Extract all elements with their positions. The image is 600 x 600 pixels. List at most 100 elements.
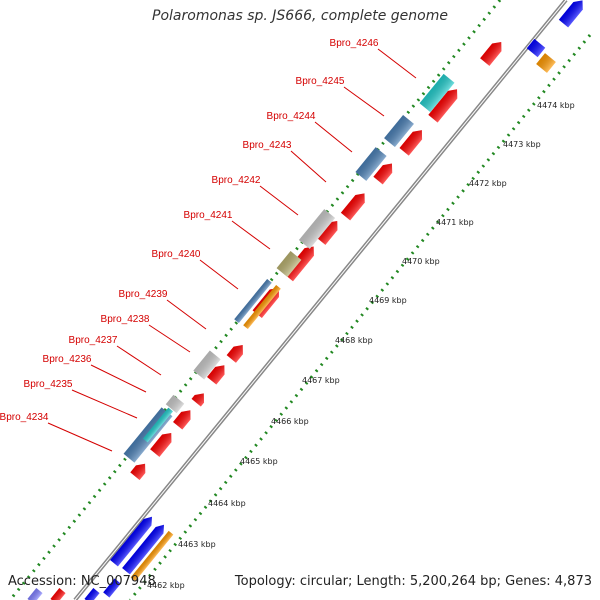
gene-label[interactable]: Bpro_4236 — [43, 354, 92, 365]
scale-tick-label: 4462 kbp — [147, 581, 185, 590]
rna-blue-2 — [122, 524, 164, 575]
gene-leader-line — [71, 389, 138, 419]
gene-blue-3 — [234, 278, 272, 324]
rna-faint-1-shading — [27, 588, 43, 600]
cds-forward-6-shading — [316, 220, 338, 245]
topology-text: Topology: circular; Length: 5,200,264 bp… — [234, 574, 592, 589]
scale-tick-label: 4471 kbp — [436, 218, 474, 227]
rna-blue-3-shading — [103, 578, 121, 598]
gc-dotted-track-outer — [8, 0, 502, 600]
scale-tick-label: 4474 kbp — [537, 101, 575, 110]
cds-forward-5-shading — [340, 193, 365, 221]
gene-label[interactable]: Bpro_4237 — [69, 335, 118, 346]
gene-gray-2 — [193, 350, 221, 380]
gene-leader-line — [290, 150, 327, 183]
cds-forward-4-shading — [373, 163, 393, 185]
gene-blue-1 — [384, 114, 414, 148]
gene-gray-2-shading — [193, 350, 221, 380]
rna-faint-2-shading — [84, 588, 100, 600]
cds-forward-4 — [373, 163, 393, 185]
feature-track — [27, 0, 583, 600]
scale-tick-label: 4473 kbp — [503, 140, 541, 149]
cds-forward-9 — [226, 345, 243, 363]
rna-blue-1-shading — [110, 516, 152, 567]
scale-tick-label: 4472 kbp — [469, 179, 507, 188]
rna-faint-2 — [84, 588, 100, 600]
gc-dotted-track-inner — [128, 34, 592, 600]
cds-forward-10-shading — [207, 365, 225, 385]
gene-label[interactable]: Bpro_4242 — [212, 175, 261, 186]
cds-forward-14 — [130, 463, 146, 480]
gene-orange-1-shading — [243, 284, 281, 330]
cds-forward-5 — [340, 193, 365, 221]
gene-orange-top-shading — [536, 53, 556, 73]
cds-forward-12-shading — [173, 410, 191, 430]
gene-label[interactable]: Bpro_4239 — [119, 289, 168, 300]
gene-leader-line — [377, 48, 417, 79]
gene-leader-line — [47, 422, 113, 452]
rna-faint-1 — [27, 588, 43, 600]
gene-label[interactable]: Bpro_4234 — [0, 412, 49, 423]
gene-label[interactable]: Bpro_4245 — [296, 76, 345, 87]
cds-forward-14-shading — [130, 463, 146, 480]
cds-forward-11-shading — [191, 393, 205, 407]
gene-label[interactable]: Bpro_4235 — [24, 379, 73, 390]
cds-forward-13-shading — [150, 432, 172, 457]
rna-blue-2-shading — [122, 524, 164, 575]
gene-olive-1-shading — [276, 251, 302, 277]
rna-blue-top-small — [526, 38, 546, 58]
cds-forward-1-shading — [480, 41, 502, 66]
gene-label[interactable]: Bpro_4240 — [152, 249, 201, 260]
gene-cyan-2-shading — [143, 407, 173, 443]
gene-gray-3-shading — [165, 394, 185, 414]
gene-cyan-1 — [419, 73, 455, 113]
scale-tick-label: 4470 kbp — [402, 257, 440, 266]
scale-tick-label: 4467 kbp — [302, 376, 340, 385]
gene-orange-2-shading — [130, 530, 174, 582]
cds-forward-7 — [283, 246, 314, 282]
gene-gray-3 — [165, 394, 185, 414]
cds-forward-12 — [173, 410, 191, 430]
gene-orange-top — [536, 53, 556, 73]
gene-leader-line — [148, 324, 191, 353]
gene-blue-2-shading — [355, 147, 387, 181]
cds-forward-2 — [428, 89, 458, 123]
cds-forward-13 — [150, 432, 172, 457]
scale-tick-track: 4474 kbp 4473 kbp 4472 kbp 4471 kbp 4470 kbp… — [147, 101, 575, 590]
cds-forward-10 — [207, 365, 225, 385]
gene-cyan-1-shading — [419, 73, 455, 113]
accession-text: Accession: NC_007948 — [8, 574, 156, 589]
cds-forward-3-shading — [399, 130, 423, 156]
gene-leader-line — [116, 345, 162, 376]
gene-label[interactable]: Bpro_4246 — [330, 38, 379, 49]
cds-forward-6 — [316, 220, 338, 245]
rna-blue-top-small-shading — [526, 38, 546, 58]
gene-cyan-2 — [143, 407, 173, 443]
gene-label[interactable]: Bpro_4244 — [267, 111, 316, 122]
gene-gray-1-shading — [298, 209, 336, 249]
rna-blue-1 — [110, 516, 152, 567]
scale-tick-label: 4464 kbp — [208, 499, 246, 508]
gene-label[interactable]: Bpro_4238 — [101, 314, 150, 325]
gene-leader-line — [166, 299, 207, 330]
scale-tick-label: 4469 kbp — [369, 296, 407, 305]
scale-tick-label: 4465 kbp — [240, 457, 278, 466]
gene-olive-1 — [276, 251, 302, 277]
gene-label[interactable]: Bpro_4241 — [184, 210, 233, 221]
cds-forward-11 — [191, 393, 205, 407]
gene-leader-line — [231, 220, 271, 250]
gene-leader-line — [343, 86, 385, 117]
gene-label[interactable]: Bpro_4243 — [243, 140, 292, 151]
cds-faint-1 — [50, 588, 66, 600]
gene-blue-2 — [355, 147, 387, 181]
gene-label-track: Bpro_4246 Bpro_4245 Bpro_4244 Bpro_4243 Bpro… — [0, 38, 417, 452]
gene-orange-2 — [130, 530, 174, 582]
gene-orange-1 — [243, 284, 281, 330]
cds-forward-3 — [399, 130, 423, 156]
genome-backbone-inner — [74, 0, 567, 600]
map-title: Polaromonas sp. JS666, complete genome — [152, 8, 448, 24]
scale-tick-label: 4468 kbp — [335, 336, 373, 345]
gene-leader-line — [314, 121, 353, 153]
cds-forward-2-shading — [428, 89, 458, 123]
